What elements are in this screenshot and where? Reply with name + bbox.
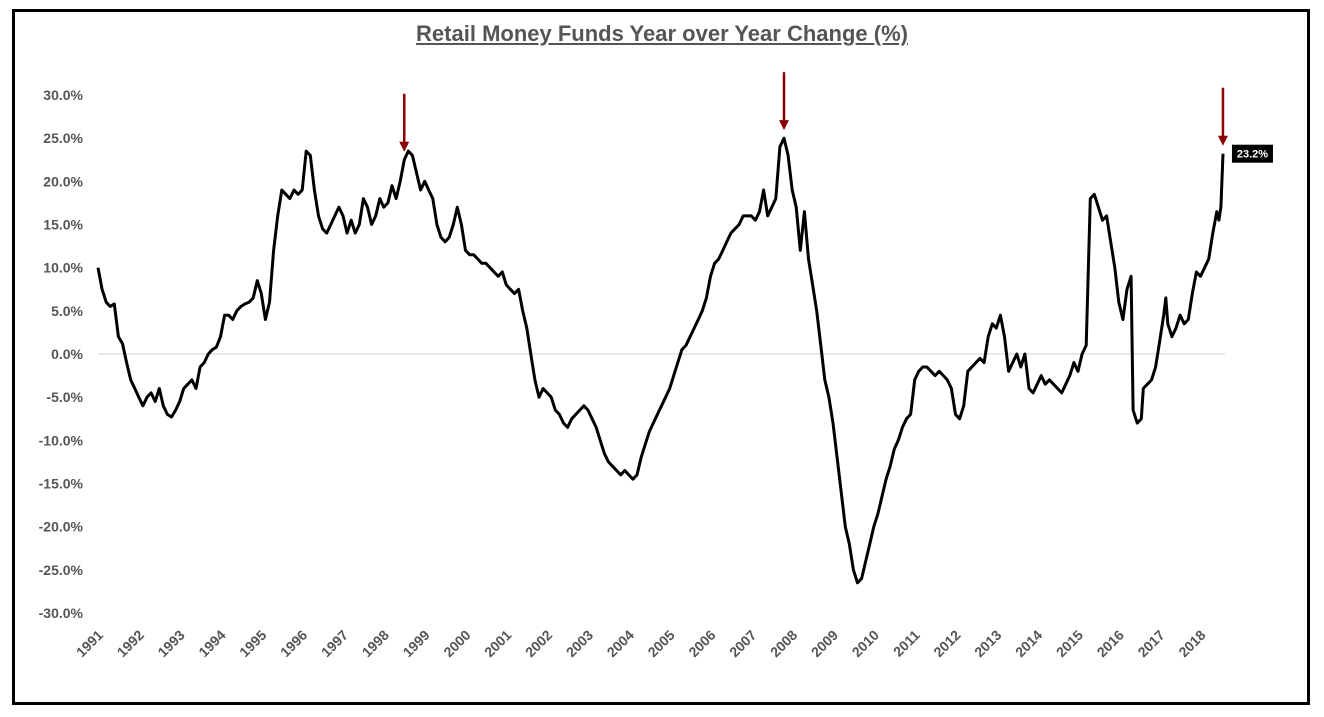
chart-title: Retail Money Funds Year over Year Change… bbox=[416, 21, 908, 46]
x-tick-label: 1991 bbox=[73, 627, 106, 660]
y-tick-label: -30.0% bbox=[39, 605, 84, 621]
x-tick-label: 1998 bbox=[359, 627, 392, 660]
series-group bbox=[96, 136, 1225, 585]
y-tick-label: 0.0% bbox=[51, 346, 83, 362]
y-tick-label: -5.0% bbox=[46, 389, 83, 405]
x-tick-label: 2002 bbox=[522, 627, 555, 660]
annotation-arrows bbox=[399, 72, 1228, 152]
y-tick-label: 20.0% bbox=[43, 173, 83, 189]
x-tick-label: 2018 bbox=[1175, 627, 1208, 660]
x-tick-label: 2017 bbox=[1134, 627, 1167, 660]
series-line bbox=[96, 136, 1225, 585]
x-tick-label: 2011 bbox=[890, 627, 923, 660]
x-axis-ticks: 1991 1992 1993 1994 1995 1996 1997 1998 1999 2000… bbox=[73, 627, 1209, 660]
x-tick-label: 1997 bbox=[318, 627, 351, 660]
x-tick-label: 2014 bbox=[1012, 627, 1045, 660]
arrow-head bbox=[399, 141, 410, 152]
x-tick-label: 2006 bbox=[685, 627, 718, 660]
x-tick-label: 1994 bbox=[195, 627, 228, 660]
x-tick-label: 2001 bbox=[481, 627, 514, 660]
y-tick-label: -15.0% bbox=[39, 476, 84, 492]
end-label-text: 23.2% bbox=[1237, 149, 1268, 161]
y-tick-label: 30.0% bbox=[43, 87, 83, 103]
chart-frame bbox=[12, 9, 1310, 705]
x-tick-label: 2016 bbox=[1094, 627, 1127, 660]
y-tick-label: -10.0% bbox=[39, 432, 84, 448]
end-label-box bbox=[1231, 144, 1273, 163]
x-tick-label: 1996 bbox=[277, 627, 310, 660]
x-tick-label: 2008 bbox=[767, 627, 800, 660]
end-value-label: 23.2% bbox=[1231, 144, 1273, 163]
x-tick-label: 2000 bbox=[440, 627, 473, 660]
x-tick-label: 2007 bbox=[726, 627, 759, 660]
x-tick-label: 1999 bbox=[399, 627, 432, 660]
x-tick-label: 2003 bbox=[563, 627, 596, 660]
x-tick-label: 1995 bbox=[236, 627, 269, 660]
x-tick-label: 2009 bbox=[808, 627, 841, 660]
y-tick-label: 5.0% bbox=[51, 303, 83, 319]
y-tick-label: 10.0% bbox=[43, 260, 83, 276]
x-tick-label: 2013 bbox=[971, 627, 1004, 660]
arrow-head bbox=[1217, 135, 1228, 146]
y-axis-ticks: 30.0% 25.0% 20.0% 15.0% 10.0% 5.0% 0.0% -5.0% -1… bbox=[39, 87, 84, 621]
arrow-head bbox=[779, 120, 789, 131]
y-tick-label: 15.0% bbox=[43, 217, 83, 233]
y-tick-label: 25.0% bbox=[43, 130, 83, 146]
x-tick-label: 2010 bbox=[849, 627, 882, 660]
y-tick-label: -20.0% bbox=[39, 519, 84, 535]
y-tick-label: -25.0% bbox=[39, 562, 84, 578]
x-tick-label: 2012 bbox=[930, 627, 963, 660]
x-tick-label: 2015 bbox=[1053, 627, 1086, 660]
x-tick-label: 2004 bbox=[604, 627, 637, 660]
x-tick-label: 2005 bbox=[644, 627, 677, 660]
x-tick-label: 1993 bbox=[154, 627, 187, 660]
x-tick-label: 1992 bbox=[114, 627, 147, 660]
